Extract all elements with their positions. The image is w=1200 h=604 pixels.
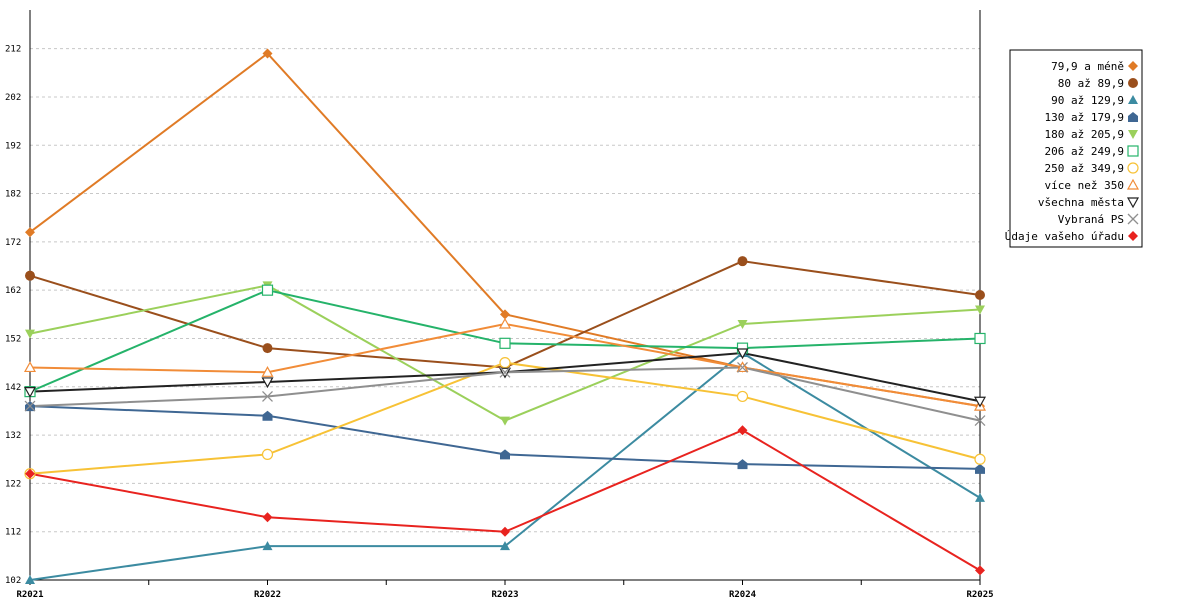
data-point	[737, 319, 748, 329]
series-1	[29, 52, 981, 408]
series-4	[29, 405, 981, 470]
y-tick-label: 212	[5, 45, 21, 55]
legend-box	[1009, 49, 1143, 248]
legend-marker	[1128, 61, 1138, 71]
data-point	[261, 377, 274, 389]
series-line	[29, 52, 981, 408]
y-tick-label: 172	[5, 238, 21, 248]
data-point	[974, 332, 986, 345]
y-tick-label: 122	[5, 479, 21, 489]
legend-marker	[1126, 178, 1140, 190]
data-point	[261, 448, 274, 461]
series-markers-5	[25, 281, 985, 426]
legend-label: 79,9 a méně	[1051, 60, 1124, 73]
x-tick-label: R2021	[16, 590, 43, 600]
legend-marker	[1128, 95, 1138, 104]
data-point	[737, 256, 748, 267]
data-point	[975, 492, 985, 502]
data-point	[262, 390, 273, 402]
legend-label: Údaje vašeho úřadu	[1005, 230, 1124, 243]
legend-marker	[1126, 197, 1140, 209]
data-point	[262, 343, 273, 354]
data-point	[974, 453, 986, 465]
data-point	[25, 270, 35, 281]
data-point	[500, 449, 510, 460]
data-point	[499, 337, 511, 349]
x-tick-label: R2022	[254, 590, 281, 600]
data-point	[262, 48, 273, 59]
data-point	[498, 317, 512, 329]
data-point	[974, 415, 986, 427]
legend-marker	[1128, 112, 1138, 122]
legend-label: všechna města	[1038, 196, 1124, 209]
legend-marker	[1127, 162, 1139, 174]
data-point	[499, 357, 511, 369]
series-line	[29, 405, 981, 470]
data-point	[261, 284, 274, 296]
series-markers-10	[24, 361, 986, 427]
axis-layer: 102 112 122 132 142 152 162 172 182 192 202 212 R202…	[5, 10, 994, 600]
data-point	[23, 361, 37, 373]
data-point	[23, 387, 37, 398]
data-point	[500, 541, 510, 551]
legend-marker	[1128, 231, 1138, 241]
y-tick-label: 182	[5, 190, 21, 200]
legend-label: 250 až 349,9	[1045, 162, 1124, 175]
legend-label: Vybraná PS	[1058, 213, 1124, 226]
legend-label: 90 až 129,9	[1051, 94, 1124, 107]
data-point	[262, 512, 273, 523]
legend-label: 130 až 179,9	[1045, 111, 1124, 124]
x-tick-label: R2023	[491, 590, 518, 600]
data-point	[499, 366, 511, 378]
data-point	[973, 396, 987, 408]
data-point	[500, 526, 510, 537]
data-point	[736, 348, 749, 360]
data-point	[261, 366, 274, 377]
x-tick-label: R2024	[729, 590, 757, 600]
data-point	[25, 329, 35, 339]
data-point	[737, 425, 748, 436]
data-point	[975, 290, 985, 300]
data-point	[736, 390, 749, 403]
legend: 79,9 a méně 80 až 89,9 90 až 129,9 130 až 1…	[1005, 49, 1143, 248]
y-tick-label: 112	[5, 528, 21, 538]
data-point	[25, 468, 35, 479]
x-tick-label: R2025	[966, 590, 993, 600]
legend-marker	[1127, 145, 1139, 157]
data-point	[25, 575, 35, 584]
data-point	[975, 305, 985, 315]
data-point	[262, 410, 273, 421]
legend-label: 206 až 249,9	[1045, 145, 1124, 158]
y-tick-label: 152	[5, 334, 21, 344]
data-point	[500, 416, 510, 426]
data-point	[25, 227, 35, 238]
data-point	[737, 361, 748, 373]
data-point	[975, 565, 985, 576]
y-tick-label: 192	[5, 141, 21, 151]
data-point	[737, 459, 748, 470]
legend-marker	[1128, 78, 1138, 88]
series-markers-6	[24, 284, 986, 398]
data-point	[500, 309, 510, 320]
legend-marker	[1128, 130, 1138, 139]
series-markers-11	[25, 425, 985, 576]
legend-label: 80 až 89,9	[1058, 77, 1124, 90]
y-tick-label: 202	[5, 93, 21, 103]
y-tick-label: 132	[5, 431, 21, 441]
legend-label: 180 až 205,9	[1045, 128, 1124, 141]
data-point	[24, 400, 36, 412]
series-markers-1	[25, 48, 985, 412]
series-markers-9	[23, 348, 987, 408]
legend-marker	[1127, 213, 1139, 225]
series-layer	[23, 48, 987, 584]
series-markers-8	[23, 317, 987, 411]
y-tick-label: 142	[5, 383, 21, 393]
data-point	[975, 463, 985, 474]
y-tick-label: 162	[5, 286, 21, 296]
legend-label: více než 350	[1045, 179, 1124, 192]
y-tick-label: 102	[5, 576, 21, 586]
data-point	[262, 541, 273, 551]
